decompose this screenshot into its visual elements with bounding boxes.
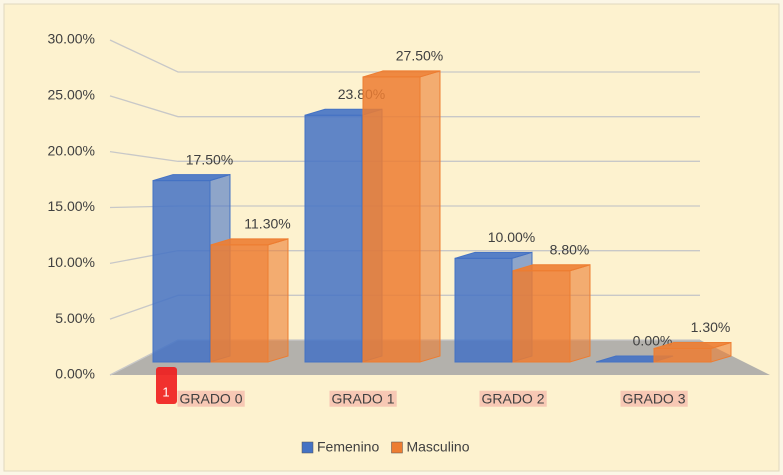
legend-swatch <box>391 441 403 454</box>
bar <box>512 270 571 363</box>
y-tick-label: 20.00% <box>48 142 95 158</box>
grid-line <box>109 39 700 73</box>
y-tick-label: 10.00% <box>48 254 95 270</box>
bar-side <box>569 264 591 363</box>
x-tick-highlight <box>620 390 688 407</box>
bar <box>653 348 712 363</box>
data-label: 27.50% <box>396 48 443 64</box>
data-label: 10.00% <box>488 229 535 245</box>
data-label: 1.30% <box>691 319 731 335</box>
x-tick-label: GRADO 0 <box>179 391 242 407</box>
annotation-label: 1 <box>162 384 169 399</box>
grid-line <box>109 151 700 162</box>
x-tick-highlight <box>177 390 245 407</box>
x-tick-highlight <box>479 390 547 407</box>
bar <box>454 257 513 363</box>
y-tick-label: 30.00% <box>48 31 95 47</box>
bar <box>362 76 421 363</box>
bar <box>210 244 269 363</box>
y-tick-label: 15.00% <box>48 198 95 214</box>
bar <box>304 114 363 363</box>
y-tick-label: 25.00% <box>48 87 95 103</box>
legend-label: Femenino <box>317 439 379 455</box>
x-tick-label: GRADO 2 <box>481 391 544 407</box>
grid-line <box>109 95 700 118</box>
bar-side <box>419 70 441 363</box>
legend-swatch <box>301 441 314 454</box>
bar-side <box>710 341 732 363</box>
data-label: 0.00% <box>633 333 673 349</box>
data-label: 17.50% <box>186 151 233 167</box>
y-tick-label: 0.00% <box>55 366 95 382</box>
legend-label: Masculino <box>406 439 469 455</box>
x-tick-label: GRADO 1 <box>331 391 394 407</box>
x-tick-highlight <box>329 390 397 407</box>
y-tick-label: 5.00% <box>55 310 95 326</box>
data-label: 8.80% <box>550 241 590 257</box>
data-label: 11.30% <box>244 216 290 232</box>
bar <box>152 180 211 363</box>
x-tick-label: GRADO 3 <box>622 391 685 407</box>
bar-side <box>267 238 289 363</box>
annotation-marker <box>156 367 177 404</box>
